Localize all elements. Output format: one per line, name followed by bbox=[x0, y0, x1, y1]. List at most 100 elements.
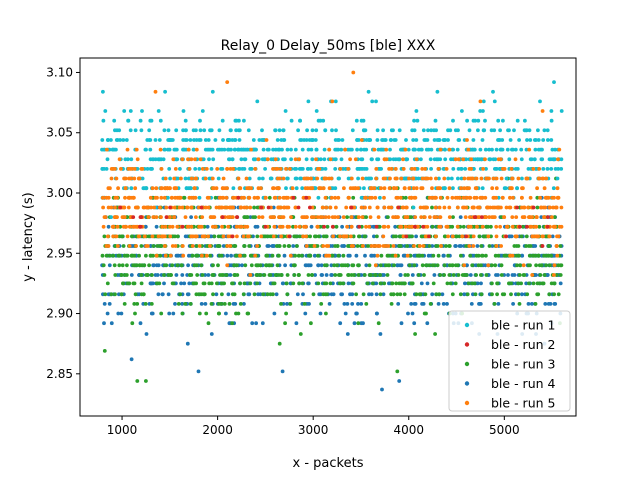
data-point bbox=[378, 263, 383, 268]
data-point bbox=[460, 273, 465, 277]
data-point bbox=[504, 224, 509, 229]
data-point bbox=[175, 224, 180, 229]
data-point bbox=[382, 195, 386, 200]
data-point bbox=[436, 157, 441, 162]
data-point bbox=[403, 273, 408, 277]
data-point bbox=[133, 263, 137, 268]
data-point bbox=[330, 253, 335, 258]
data-point bbox=[373, 273, 378, 277]
data-point bbox=[156, 263, 161, 268]
data-point bbox=[552, 263, 557, 268]
data-point bbox=[435, 89, 440, 94]
data-point bbox=[267, 273, 272, 277]
data-point bbox=[447, 273, 452, 277]
data-point bbox=[375, 205, 380, 210]
data-point bbox=[129, 186, 134, 191]
data-point bbox=[508, 253, 512, 258]
data-point bbox=[460, 234, 465, 239]
data-point bbox=[404, 234, 409, 239]
data-point bbox=[330, 186, 335, 191]
data-point bbox=[326, 215, 331, 220]
data-point bbox=[174, 157, 179, 162]
y-axis-label: y - latency (s) bbox=[21, 192, 36, 281]
data-point bbox=[159, 186, 164, 191]
data-point bbox=[468, 215, 472, 220]
data-point bbox=[301, 234, 305, 239]
data-point bbox=[200, 167, 205, 171]
data-point bbox=[556, 167, 561, 171]
data-point bbox=[412, 321, 417, 326]
data-point bbox=[536, 138, 541, 142]
data-point bbox=[415, 167, 420, 171]
data-point bbox=[322, 147, 327, 152]
data-point bbox=[181, 147, 186, 152]
data-point bbox=[508, 195, 512, 200]
data-point bbox=[147, 138, 152, 142]
data-point bbox=[307, 302, 311, 306]
plot-frame bbox=[79, 57, 577, 417]
data-point bbox=[499, 176, 504, 181]
data-point bbox=[181, 253, 186, 258]
data-point bbox=[477, 302, 482, 306]
data-point bbox=[420, 253, 425, 258]
data-point bbox=[140, 176, 145, 181]
data-point bbox=[531, 205, 536, 210]
data-point bbox=[210, 273, 215, 277]
data-point bbox=[524, 147, 529, 152]
data-point bbox=[167, 311, 172, 316]
data-point bbox=[372, 147, 377, 152]
data-point bbox=[255, 244, 259, 248]
data-point bbox=[176, 302, 181, 306]
data-point bbox=[479, 157, 484, 162]
data-point bbox=[491, 89, 495, 94]
data-point bbox=[403, 147, 408, 152]
data-point bbox=[464, 244, 469, 248]
data-point bbox=[248, 215, 253, 220]
data-point bbox=[278, 167, 283, 171]
data-point bbox=[330, 273, 334, 277]
data-point bbox=[118, 138, 122, 142]
data-point bbox=[174, 128, 179, 133]
data-point bbox=[516, 292, 521, 297]
legend-marker bbox=[464, 361, 470, 367]
data-point bbox=[515, 263, 519, 268]
data-point bbox=[433, 205, 438, 210]
data-point bbox=[466, 281, 471, 286]
data-point bbox=[215, 167, 220, 171]
data-point bbox=[110, 147, 115, 152]
data-point bbox=[189, 215, 194, 220]
data-point bbox=[126, 118, 131, 123]
data-point bbox=[429, 128, 434, 133]
data-point bbox=[264, 138, 269, 142]
data-point bbox=[175, 263, 180, 268]
data-point bbox=[293, 176, 298, 181]
data-point bbox=[121, 281, 125, 286]
data-point bbox=[355, 311, 359, 316]
data-point bbox=[252, 292, 257, 297]
data-point bbox=[411, 138, 416, 142]
data-point bbox=[359, 195, 364, 200]
data-point bbox=[233, 147, 237, 152]
data-point bbox=[150, 157, 155, 162]
data-point bbox=[234, 118, 239, 123]
data-point bbox=[403, 195, 408, 200]
data-point bbox=[459, 253, 463, 258]
data-point bbox=[131, 215, 136, 220]
data-point bbox=[431, 281, 436, 286]
data-point bbox=[105, 281, 110, 286]
data-point bbox=[364, 138, 369, 142]
data-point bbox=[230, 321, 235, 326]
data-point bbox=[424, 205, 429, 210]
data-point bbox=[344, 205, 349, 210]
data-point bbox=[132, 281, 137, 286]
data-point bbox=[158, 118, 163, 123]
data-point bbox=[330, 99, 335, 104]
data-point bbox=[285, 292, 290, 297]
data-point bbox=[500, 138, 505, 142]
x-tick-label: 3000 bbox=[298, 423, 329, 437]
data-point bbox=[337, 138, 341, 142]
data-point bbox=[557, 147, 562, 152]
data-point bbox=[362, 273, 367, 277]
data-point bbox=[242, 281, 247, 286]
x-axis: 1000 2000 3000 4000 5000 bbox=[107, 416, 520, 437]
